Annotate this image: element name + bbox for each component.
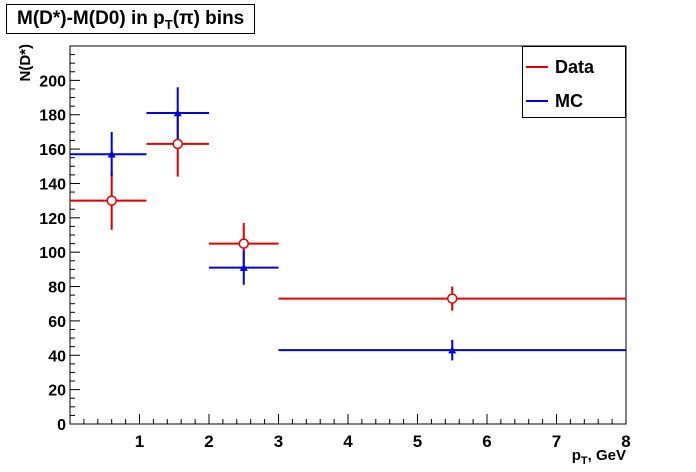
y-tick-label: 200 (39, 73, 66, 90)
title-main: M(D*)-M(D0) in p (17, 8, 165, 29)
legend-entry-mc: MC (523, 89, 627, 113)
y-tick-label: 80 (48, 280, 66, 297)
data-point (447, 293, 458, 304)
legend-label-data: Data (555, 57, 595, 77)
series-mc (70, 87, 626, 361)
y-tick-label: 0 (57, 417, 66, 434)
x-tick-label: 6 (482, 432, 491, 451)
mc-point (239, 263, 248, 271)
x-tick-label: 5 (413, 432, 422, 451)
legend-line-data (526, 66, 548, 68)
x-axis-label: pT, GeV (572, 447, 626, 467)
y-tick-label: 180 (39, 108, 66, 125)
x-tick-label: 3 (274, 432, 283, 451)
title-sub: T (164, 16, 173, 32)
y-tick-label: 40 (48, 348, 66, 365)
x-tick-label: 2 (204, 432, 213, 451)
y-tick-label: 20 (48, 383, 66, 400)
y-tick-label: 120 (39, 211, 66, 228)
data-point (106, 195, 117, 206)
x-tick-label: 8 (621, 432, 630, 451)
x-tick-label: 1 (135, 432, 144, 451)
legend: Data MC (522, 46, 626, 118)
mc-point (173, 109, 182, 117)
data-point (172, 138, 183, 150)
y-axis-label: N(D*) (17, 44, 34, 82)
chart-title: M(D*)-M(D0) in pT(π) bins (6, 4, 256, 34)
y-tick-label: 100 (39, 245, 66, 262)
y-tick-label: 140 (39, 176, 66, 193)
mc-point (107, 150, 116, 158)
legend-entry-data: Data (523, 55, 627, 79)
title-rest: (π) bins (172, 8, 245, 29)
legend-label-mc: MC (555, 91, 583, 111)
mc-point (448, 346, 457, 354)
x-tick-label: 4 (343, 432, 353, 451)
data-point (238, 238, 249, 249)
legend-line-mc (526, 100, 548, 102)
y-tick-label: 160 (39, 142, 66, 159)
y-tick-label: 60 (48, 314, 66, 331)
x-tick-label: 7 (552, 432, 561, 451)
series-data (70, 111, 626, 311)
